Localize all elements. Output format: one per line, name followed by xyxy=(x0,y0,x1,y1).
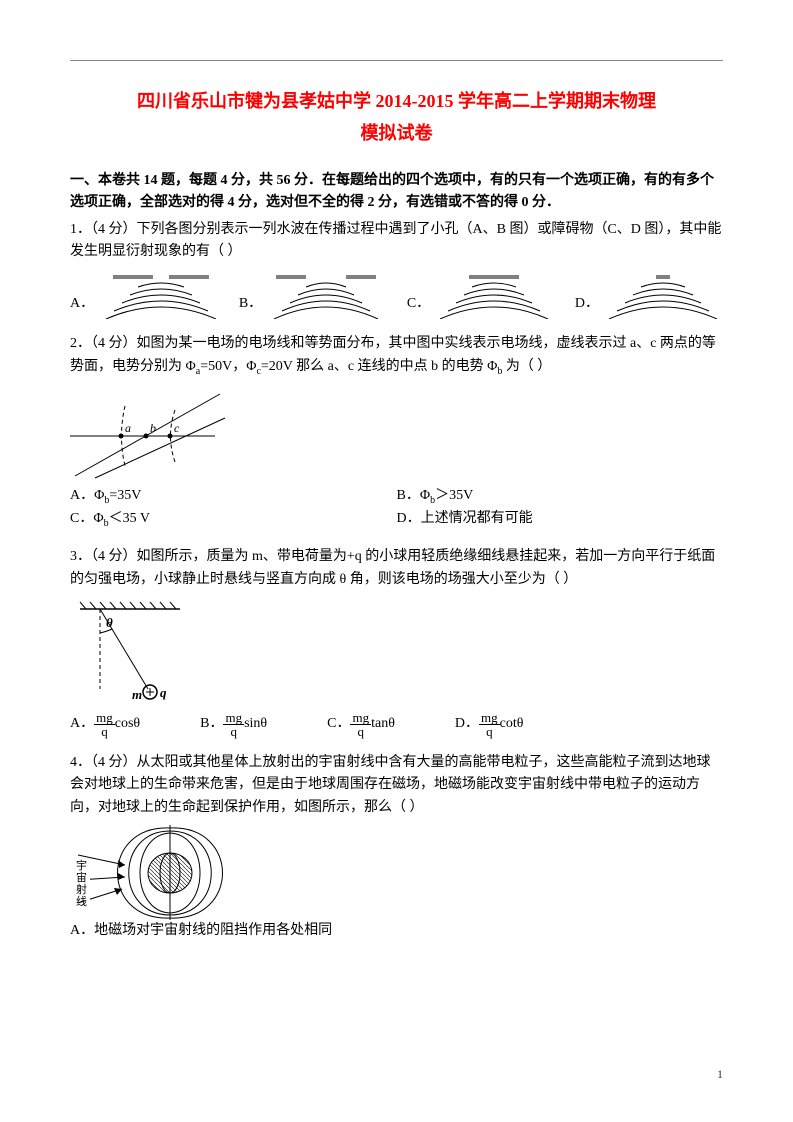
fraction-b: mgq xyxy=(223,711,244,738)
q1-opt-a: A． xyxy=(70,269,218,319)
q3-opt-a: A． mgq cosθ xyxy=(70,711,140,738)
q2-opt-a: A．Φb=35V xyxy=(70,485,397,509)
svg-text:a: a xyxy=(125,421,131,435)
wave-large-obstacle-icon xyxy=(434,269,554,319)
question-1: 1．（4 分）下列各图分别表示一列水波在传播过程中遇到了小孔（A、B 图）或障碍… xyxy=(70,219,723,320)
q3-options: A． mgq cosθ B． mgq sinθ C． mgq tanθ D． m… xyxy=(70,711,723,738)
q4-text: 4．（4 分）从太阳或其他星体上放射出的宇宙射线中含有大量的高能带电粒子，这些高… xyxy=(70,752,723,819)
question-2: 2．（4 分）如图为某一电场的电场线和等势面分布，其中图中实线表示电场线，虚线表… xyxy=(70,333,723,532)
wave-large-hole-icon xyxy=(266,269,386,319)
svg-text:宇: 宇 xyxy=(76,859,87,872)
page-content: 四川省乐山市犍为县孝姑中学 2014-2015 学年高二上学期期末物理 模拟试卷… xyxy=(0,0,793,990)
fraction-a: mgq xyxy=(94,711,115,738)
q1-opt-d: D． xyxy=(575,269,723,319)
q1-text: 1．（4 分）下列各图分别表示一列水波在传播过程中遇到了小孔（A、B 图）或障碍… xyxy=(70,219,723,264)
wave-small-hole-icon xyxy=(98,269,218,319)
svg-text:c: c xyxy=(174,421,180,435)
fraction-c: mgq xyxy=(350,711,371,738)
q3-opt-c: C． mgq tanθ xyxy=(327,711,395,738)
q2-opt-b: B．Φb＞35V xyxy=(397,485,724,509)
svg-text:θ: θ xyxy=(106,615,113,630)
earth-magnetic-field-icon: 宇 宙 射 线 xyxy=(70,825,240,920)
q2-options-2: C．Φb＜35 V D．上述情况都有可能 xyxy=(70,508,723,532)
fraction-d: mgq xyxy=(479,711,500,738)
q3-opt-b: B． mgq sinθ xyxy=(200,711,267,738)
q2-opt-c: C．Φb＜35 V xyxy=(70,508,397,532)
section-1-heading: 一、本卷共 14 题，每题 4 分，共 56 分．在每题给出的四个选项中，有的只… xyxy=(70,170,723,215)
page-number: 1 xyxy=(717,1067,723,1082)
wave-small-obstacle-icon xyxy=(603,269,723,319)
q1-opt-b: B． xyxy=(239,269,386,319)
question-4: 4．（4 分）从太阳或其他星体上放射出的宇宙射线中含有大量的高能带电粒子，这些高… xyxy=(70,752,723,943)
svg-text:线: 线 xyxy=(76,894,87,908)
field-lines-icon: a b c xyxy=(70,386,230,481)
title-line-1: 四川省乐山市犍为县孝姑中学 2014-2015 学年高二上学期期末物理 xyxy=(137,91,656,111)
exam-title: 四川省乐山市犍为县孝姑中学 2014-2015 学年高二上学期期末物理 模拟试卷 xyxy=(70,85,723,150)
q2-text: 2．（4 分）如图为某一电场的电场线和等势面分布，其中图中实线表示电场线，虚线表… xyxy=(70,333,723,379)
q3-figure: θ m q xyxy=(70,597,723,707)
svg-text:b: b xyxy=(150,421,156,435)
q1-opt-c: C． xyxy=(407,269,554,319)
q3-text: 3．（4 分）如图所示，质量为 m、带电荷量为+q 的小球用轻质绝缘细线悬挂起来… xyxy=(70,546,723,591)
q4-figure: 宇 宙 射 线 xyxy=(70,825,723,920)
svg-text:m: m xyxy=(132,687,142,702)
pendulum-icon: θ m q xyxy=(70,597,200,707)
svg-text:射: 射 xyxy=(76,882,87,896)
question-3: 3．（4 分）如图所示，质量为 m、带电荷量为+q 的小球用轻质绝缘细线悬挂起来… xyxy=(70,546,723,738)
q4-opt-a: A．地磁场对宇宙射线的阻挡作用各处相同 xyxy=(70,920,723,942)
svg-text:q: q xyxy=(160,685,167,700)
svg-text:宙: 宙 xyxy=(76,870,87,884)
q2-options: A．Φb=35V B．Φb＞35V xyxy=(70,485,723,509)
top-rule xyxy=(70,60,723,61)
q2-opt-d: D．上述情况都有可能 xyxy=(397,508,724,532)
q1-options: A． B． xyxy=(70,269,723,319)
q2-figure: a b c xyxy=(70,386,723,481)
title-line-2: 模拟试卷 xyxy=(361,123,433,143)
q3-opt-d: D． mgq cotθ xyxy=(455,711,524,738)
